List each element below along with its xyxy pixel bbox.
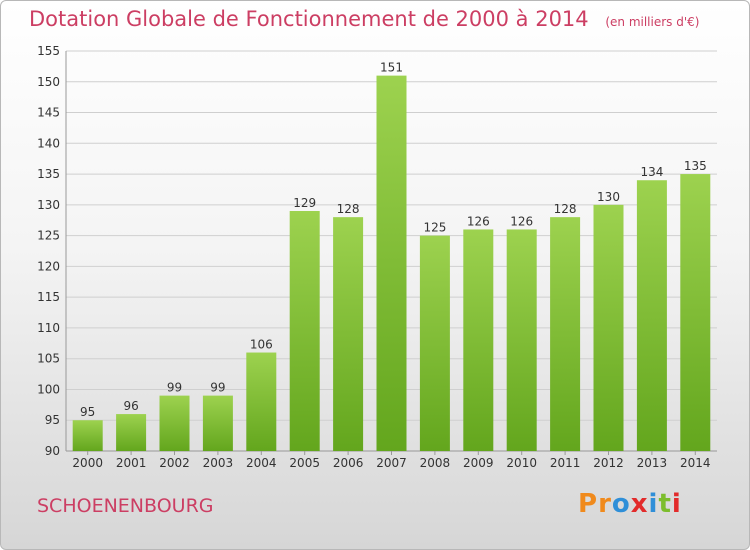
bar-value-label: 129: [293, 196, 316, 210]
x-tick-label: 2012: [593, 456, 624, 470]
bar: [636, 180, 667, 451]
x-tick-label: 2010: [506, 456, 537, 470]
y-tick-label: 150: [37, 75, 60, 89]
bar-value-label: 128: [337, 202, 360, 216]
bar-value-label: 106: [250, 338, 273, 352]
bar: [506, 229, 537, 451]
bar: [159, 395, 190, 451]
bar-value-label: 134: [640, 165, 663, 179]
bar: [246, 352, 277, 451]
y-tick-label: 145: [37, 106, 60, 120]
y-tick-label: 130: [37, 198, 60, 212]
bar-value-label: 95: [80, 405, 95, 419]
x-tick-label: 2013: [637, 456, 668, 470]
bar: [289, 211, 320, 451]
chart-unit: (en milliers d'€): [605, 15, 700, 29]
bar-value-label: 151: [380, 61, 403, 75]
x-tick-label: 2011: [550, 456, 581, 470]
logo-letter: P: [578, 489, 599, 519]
y-tick-label: 90: [45, 444, 60, 458]
y-tick-label: 125: [37, 229, 60, 243]
y-tick-label: 105: [37, 352, 60, 366]
bar: [376, 75, 407, 451]
logo-letter: r: [598, 489, 612, 519]
x-tick-label: 2007: [376, 456, 407, 470]
bar: [550, 217, 581, 451]
logo-letter: i: [671, 489, 682, 519]
logo-letter: i: [648, 489, 659, 519]
logo-letter: t: [658, 489, 672, 519]
x-tick-label: 2004: [246, 456, 277, 470]
y-tick-label: 95: [45, 413, 60, 427]
x-tick-label: 2008: [420, 456, 451, 470]
bar: [116, 414, 147, 451]
commune-name: SCHOENENBOURG: [37, 495, 214, 517]
x-tick-label: 2002: [159, 456, 190, 470]
bar-value-label: 96: [123, 399, 138, 413]
bar: [72, 420, 103, 451]
bar-value-label: 99: [210, 381, 225, 395]
x-tick-label: 2000: [72, 456, 103, 470]
bar: [463, 229, 494, 451]
y-tick-label: 110: [37, 321, 60, 335]
bar-value-label: 126: [467, 214, 490, 228]
y-tick-label: 120: [37, 259, 60, 273]
y-tick-label: 140: [37, 136, 60, 150]
bar: [333, 217, 364, 451]
bar-value-label: 125: [423, 221, 446, 235]
x-tick-label: 2001: [116, 456, 147, 470]
bar-value-label: 99: [167, 381, 182, 395]
logo-letter: o: [611, 489, 631, 519]
proxiti-logo: Proxiti: [578, 489, 682, 519]
bar: [419, 235, 450, 451]
bar: [593, 204, 624, 451]
x-tick-label: 2009: [463, 456, 494, 470]
logo-letter: x: [630, 489, 649, 519]
chart-title: Dotation Globale de Fonctionnement de 20…: [29, 7, 699, 31]
x-tick-label: 2014: [680, 456, 711, 470]
y-tick-label: 115: [37, 290, 60, 304]
bar-value-label: 130: [597, 190, 620, 204]
y-tick-label: 100: [37, 382, 60, 396]
x-tick-label: 2003: [203, 456, 234, 470]
x-tick-label: 2005: [289, 456, 320, 470]
bar-value-label: 128: [554, 202, 577, 216]
bar: [680, 174, 711, 452]
x-tick-label: 2006: [333, 456, 364, 470]
y-tick-label: 135: [37, 167, 60, 181]
bar: [202, 395, 233, 451]
y-tick-label: 155: [37, 44, 60, 58]
chart-title-text: Dotation Globale de Fonctionnement de 20…: [29, 7, 589, 31]
bar-value-label: 126: [510, 214, 533, 228]
bar-value-label: 135: [684, 159, 707, 173]
